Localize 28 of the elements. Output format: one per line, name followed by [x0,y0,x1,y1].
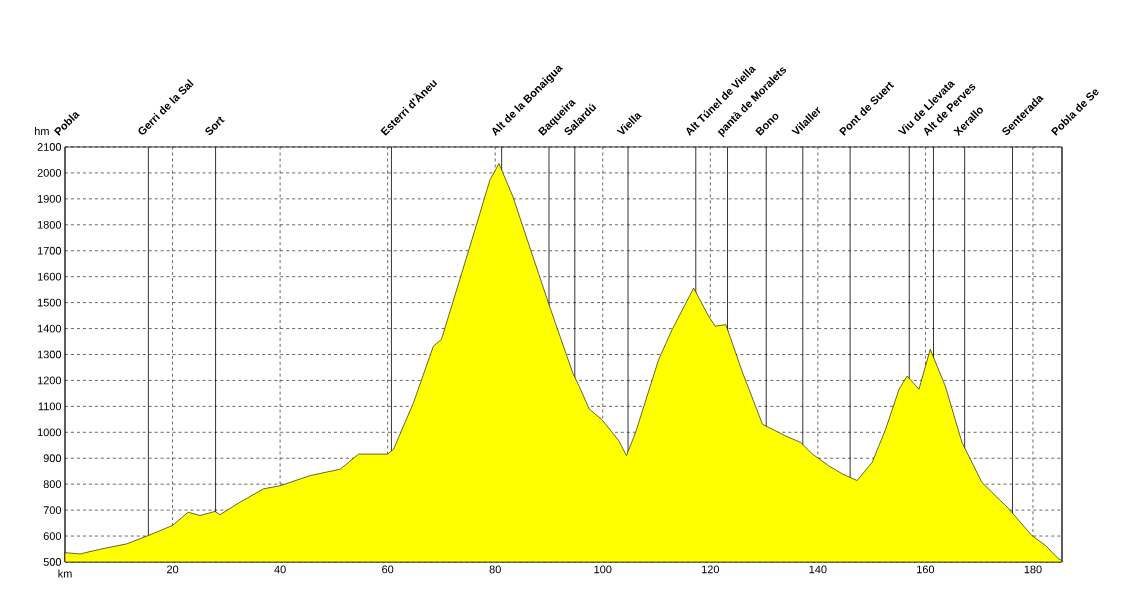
x-tick-label: 60 [382,565,394,574]
y-tick-label: 1200 [37,376,62,385]
y-tick-label: 600 [43,532,62,540]
y-tick-label: 2000 [37,169,62,177]
x-tick-label: 140 [809,565,827,574]
y-tick-label: 1500 [37,298,62,307]
y-tick-label: 800 [43,480,62,489]
x-tick-label: 100 [594,565,612,574]
y-tick-label: 700 [43,506,62,514]
y-tick-label: 1600 [37,272,62,281]
y-tick-label: 1300 [37,350,62,359]
y-tick-label: 2100 [37,143,62,151]
y-tick-label: 1700 [37,246,62,255]
x-axis-title: km [58,569,72,578]
y-tick-label: 1000 [37,428,62,437]
y-tick-label: 900 [43,454,62,463]
y-tick-label: 1800 [37,220,62,229]
x-tick-label: 40 [274,565,286,574]
x-tick-label: 180 [1024,565,1042,574]
y-tick-label: 500 [43,558,62,566]
x-tick-label: 160 [917,565,935,574]
x-tick-label: 20 [167,565,179,574]
y-tick-label: 1900 [37,194,62,203]
x-tick-label: 120 [701,565,720,574]
x-tick-label: 80 [489,565,501,574]
y-axis-title: hm [35,127,49,135]
y-tick-label: 1100 [38,402,62,411]
y-tick-label: 1400 [37,324,62,333]
